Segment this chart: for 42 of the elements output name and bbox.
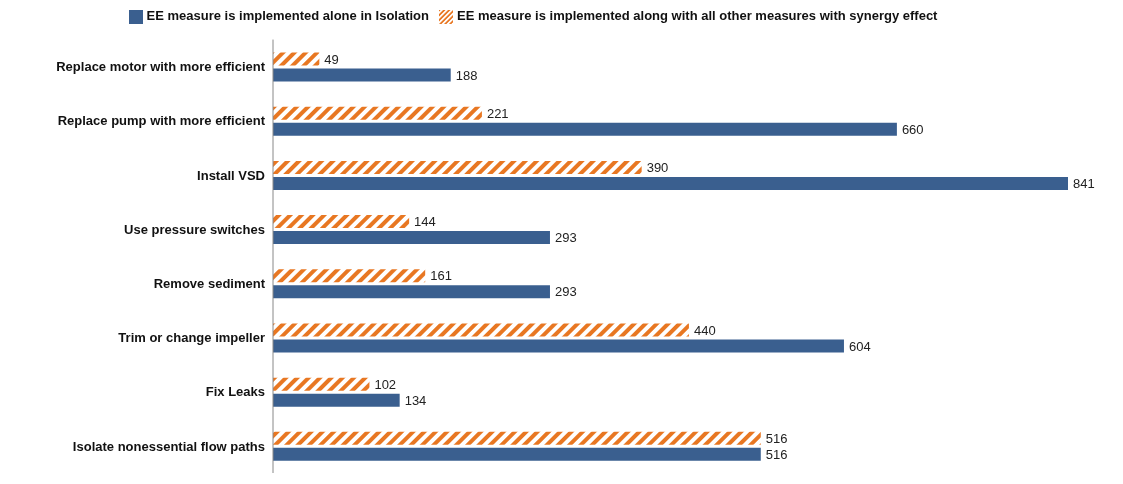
bar: [273, 393, 400, 407]
data-label: 188: [455, 67, 478, 83]
bar: [273, 106, 482, 120]
bar: [273, 52, 320, 66]
bar: [273, 269, 426, 283]
data-label: 161: [430, 268, 452, 284]
data-label: 221: [486, 105, 509, 121]
data-label: 293: [554, 284, 577, 300]
data-label: 49: [324, 51, 339, 67]
bar: [273, 447, 761, 461]
data-label: 102: [374, 376, 397, 392]
data-label: 390: [646, 160, 669, 176]
data-label: 144: [414, 214, 436, 230]
y-tick-label: Trim or change impeller: [118, 330, 265, 346]
data-label: 516: [765, 430, 788, 446]
legend-label: EE measure is implemented along with all other measures with synergy effect: [457, 8, 938, 23]
y-tick-label: Fix Leaks: [205, 384, 265, 400]
bar: [273, 160, 642, 174]
y-tick-label: Replace motor with more efficient: [56, 59, 266, 75]
bar: [273, 215, 410, 229]
bar: [273, 339, 844, 353]
data-label: 134: [404, 392, 427, 408]
y-tick-label: Replace pump with more efficient: [57, 113, 266, 129]
legend-label: EE measure is implemented alone in Isolation: [146, 8, 430, 23]
data-label: 516: [765, 446, 788, 462]
bar: [273, 122, 897, 136]
data-label: 293: [554, 230, 577, 246]
bar: [273, 285, 550, 299]
bar: [273, 68, 451, 82]
bar: [273, 231, 550, 245]
y-tick-label: Use pressure switches: [124, 221, 265, 237]
bar: [273, 323, 689, 337]
bar: [273, 176, 1068, 190]
y-tick-label: Isolate nonessential flow paths: [72, 438, 265, 454]
data-label: 440: [693, 322, 716, 338]
bar: [273, 431, 761, 445]
y-tick-label: Remove sediment: [153, 275, 266, 291]
bar: [273, 377, 370, 391]
data-label: 841: [1073, 176, 1095, 192]
data-label: 604: [848, 338, 871, 354]
data-label: 660: [901, 121, 924, 137]
y-tick-label: Install VSD: [197, 167, 265, 183]
